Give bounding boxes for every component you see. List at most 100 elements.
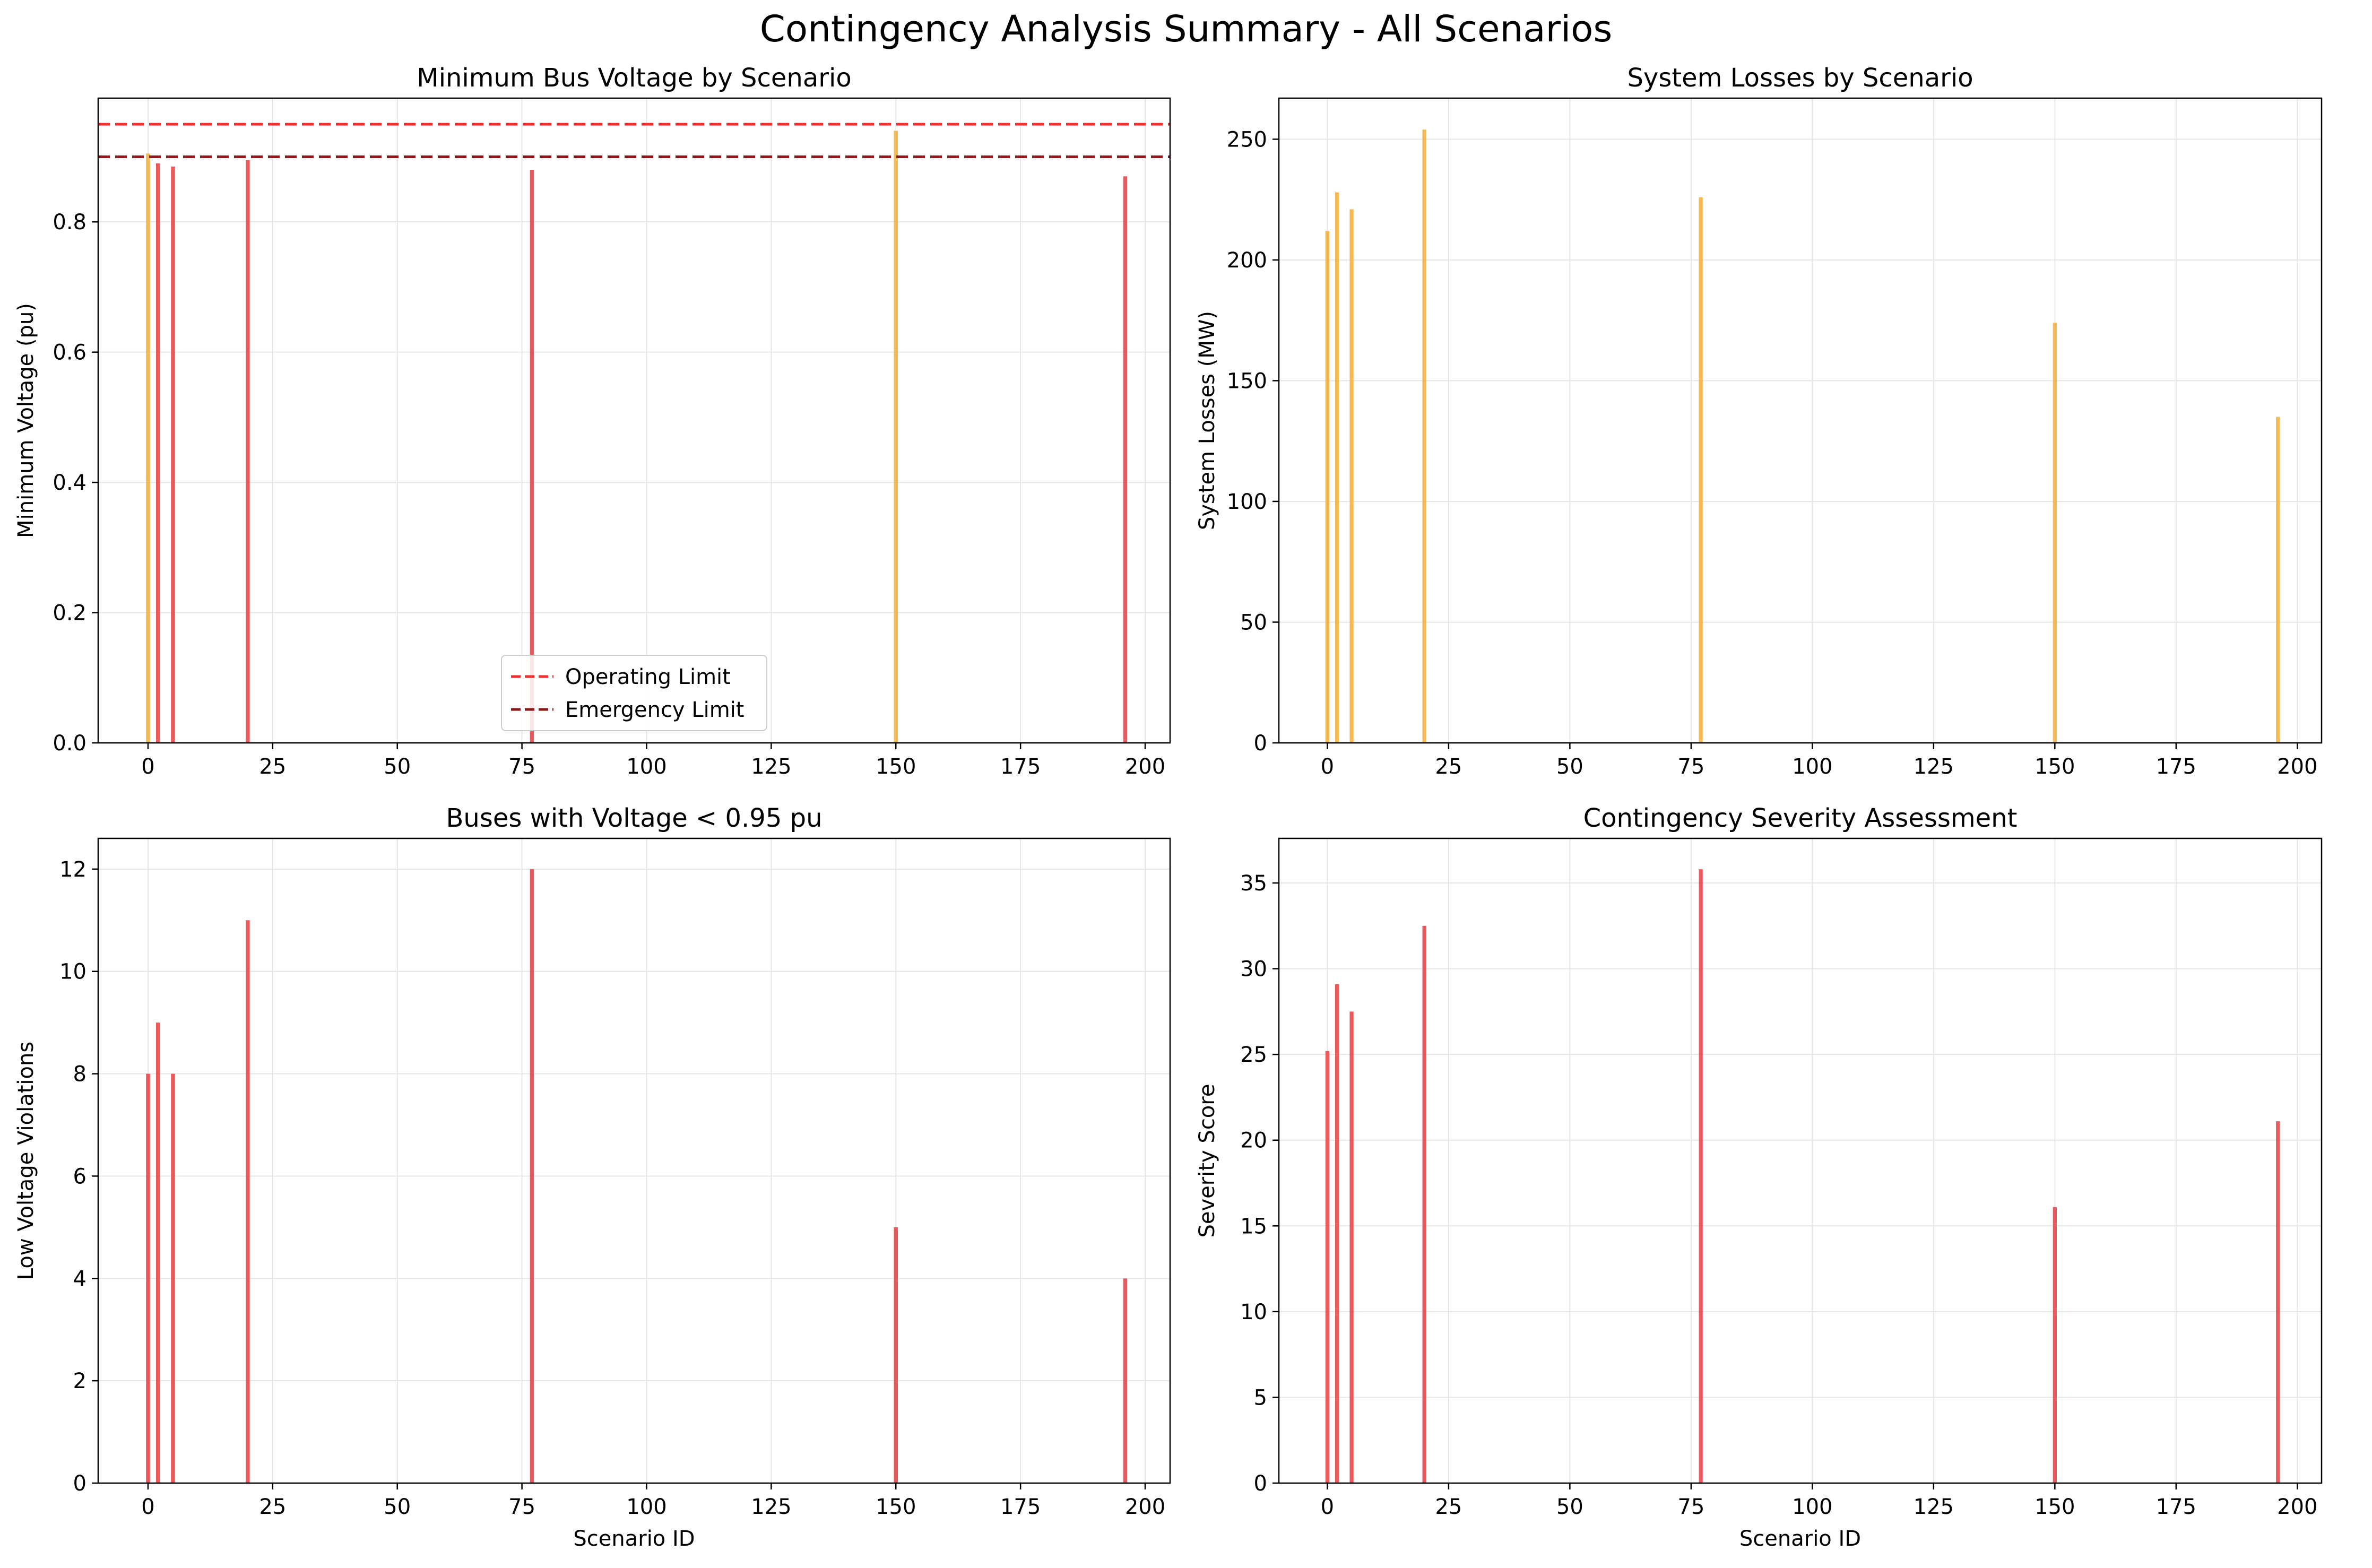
- y-tick-label: 2: [73, 1369, 86, 1393]
- x-tick-label: 150: [2035, 1495, 2075, 1519]
- y-tick-label: 0.0: [53, 731, 86, 756]
- y-axis-label: System Losses (MW): [1195, 311, 1219, 530]
- axes-frame: [97, 97, 1171, 744]
- chart-title: System Losses by Scenario: [1627, 63, 1973, 93]
- bar-scenario-2: [155, 1023, 160, 1483]
- x-tick-label: 0: [1321, 755, 1334, 779]
- legend-entry: Operating Limit: [565, 665, 731, 689]
- x-axis-label: Scenario ID: [1739, 1527, 1861, 1551]
- bar-scenario-2: [1335, 192, 1339, 743]
- y-tick-label: 10: [59, 960, 86, 984]
- x-tick-label: 200: [1125, 755, 1165, 779]
- x-tick-label: 50: [384, 755, 411, 779]
- x-tick-label: 200: [2277, 755, 2317, 779]
- bar-scenario-196: [2276, 417, 2280, 743]
- y-axis-label: Minimum Voltage (pu): [14, 303, 38, 538]
- bar-scenario-2: [155, 163, 160, 743]
- y-tick-label: 0: [1254, 1471, 1267, 1496]
- x-tick-label: 75: [508, 1495, 535, 1519]
- x-tick-label: 0: [141, 755, 154, 779]
- chart-title: Contingency Severity Assessment: [1583, 803, 2018, 833]
- y-tick-label: 5: [1254, 1385, 1267, 1410]
- bar-scenario-20: [246, 160, 250, 743]
- x-tick-label: 25: [1435, 1495, 1462, 1519]
- y-tick-label: 6: [73, 1164, 86, 1189]
- y-tick-label: 0: [73, 1471, 86, 1496]
- bar-scenario-0: [1325, 1051, 1330, 1483]
- x-tick-label: 50: [384, 1495, 411, 1519]
- y-tick-label: 30: [1240, 957, 1267, 982]
- y-tick-label: 100: [1227, 490, 1267, 514]
- x-tick-label: 100: [1792, 755, 1832, 779]
- chart-panel-2: 0 25 50 75 100 125 150 175 200 0 50 100 150 200 250 Sys…: [1195, 63, 2323, 779]
- x-tick-label: 100: [1792, 1495, 1832, 1519]
- x-tick-label: 100: [626, 755, 666, 779]
- bar-scenario-5: [171, 1073, 175, 1483]
- x-tick-label: 25: [259, 1495, 286, 1519]
- legend-box: [501, 655, 767, 731]
- legend-entry: Emergency Limit: [565, 698, 744, 722]
- x-tick-label: 175: [2156, 1495, 2196, 1519]
- y-tick-label: 0: [1254, 731, 1267, 756]
- x-tick-label: 50: [1556, 755, 1583, 779]
- bar-scenario-0: [146, 1073, 150, 1483]
- bar-scenario-196: [1123, 1278, 1128, 1483]
- bar-scenario-2: [1335, 984, 1339, 1483]
- x-tick-label: 150: [876, 755, 916, 779]
- y-axis-label: Low Voltage Violations: [14, 1042, 38, 1280]
- x-tick-label: 125: [1914, 1495, 1954, 1519]
- bar-scenario-0: [1325, 231, 1330, 743]
- bar-scenario-150: [2053, 1207, 2057, 1483]
- bar-scenario-77: [530, 170, 534, 743]
- y-tick-label: 0.6: [53, 341, 86, 365]
- bar-scenario-150: [894, 1227, 898, 1483]
- axes-frame: [1278, 97, 2323, 744]
- axes-frame: [1278, 837, 2323, 1484]
- x-tick-label: 75: [1677, 1495, 1704, 1519]
- y-tick-label: 250: [1227, 127, 1267, 152]
- x-tick-label: 75: [508, 755, 535, 779]
- x-tick-label: 200: [1125, 1495, 1165, 1519]
- bar-scenario-20: [246, 920, 250, 1483]
- y-tick-label: 12: [59, 857, 86, 882]
- x-tick-label: 0: [1321, 1495, 1334, 1519]
- chart-panel-4: 0 25 50 75 100 125 150 175 200 0 5 10 15 20 25 30 35 Cont…: [1195, 803, 2323, 1551]
- y-tick-label: 50: [1240, 610, 1267, 635]
- x-tick-label: 125: [751, 1495, 791, 1519]
- x-tick-label: 125: [1914, 755, 1954, 779]
- x-tick-label: 175: [2156, 755, 2196, 779]
- bar-scenario-196: [2276, 1121, 2280, 1483]
- x-tick-label: 150: [876, 1495, 916, 1519]
- y-tick-label: 25: [1240, 1043, 1267, 1067]
- bar-scenario-77: [530, 869, 534, 1483]
- bar-scenario-20: [1422, 925, 1426, 1483]
- panels: 0 25 50 75 100 125 150 175 2000.00.20.40.60.8Min…: [14, 63, 2323, 1551]
- x-tick-label: 75: [1677, 755, 1704, 779]
- y-tick-label: 150: [1227, 369, 1267, 393]
- figure-title: Contingency Analysis Summary - All Scena…: [760, 8, 1613, 50]
- bar-scenario-20: [1422, 129, 1426, 743]
- y-tick-label: 8: [73, 1062, 86, 1087]
- x-tick-label: 100: [626, 1495, 666, 1519]
- bar-scenario-150: [2053, 323, 2057, 743]
- y-tick-label: 35: [1240, 871, 1267, 896]
- x-tick-label: 125: [751, 755, 791, 779]
- x-tick-label: 150: [2035, 755, 2075, 779]
- x-tick-label: 175: [1000, 1495, 1041, 1519]
- bar-scenario-196: [1123, 176, 1128, 743]
- chart-title: Buses with Voltage < 0.95 pu: [446, 803, 822, 833]
- bar-scenario-150: [894, 131, 898, 743]
- chart-title: Minimum Bus Voltage by Scenario: [417, 63, 851, 93]
- axes-frame: [97, 837, 1171, 1484]
- bar-scenario-77: [1699, 197, 1703, 743]
- y-tick-label: 15: [1240, 1214, 1267, 1238]
- chart-panel-1: 0 25 50 75 100 125 150 175 200 0.0 0.2 0.4 0.6 0.8 Min…: [14, 63, 1171, 779]
- y-tick-label: 0.2: [53, 601, 86, 626]
- x-tick-label: 200: [2277, 1495, 2317, 1519]
- bar-scenario-77: [1699, 869, 1703, 1483]
- x-tick-label: 25: [1435, 755, 1462, 779]
- bar-scenario-0: [146, 153, 150, 743]
- y-tick-label: 4: [73, 1267, 86, 1291]
